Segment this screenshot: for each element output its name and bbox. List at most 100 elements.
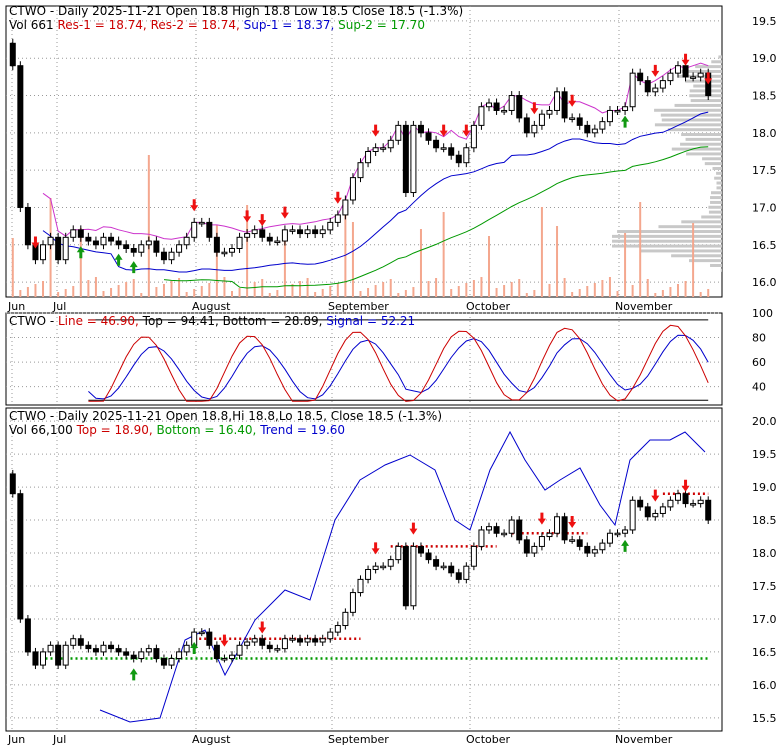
volume-bar bbox=[510, 282, 513, 297]
x-label: September bbox=[328, 733, 389, 745]
candle-body bbox=[221, 251, 228, 255]
candle-body bbox=[236, 644, 243, 656]
volume-bar bbox=[692, 223, 695, 297]
candle-body bbox=[55, 644, 62, 666]
candle-body bbox=[183, 644, 190, 653]
profile-bar bbox=[674, 103, 722, 107]
candle-body bbox=[538, 113, 545, 126]
candle-body bbox=[493, 526, 500, 534]
candle-body bbox=[637, 72, 644, 82]
candle-body bbox=[130, 654, 137, 659]
candle-body bbox=[690, 503, 697, 506]
candle-body bbox=[281, 638, 288, 650]
y-tick-label: 18.5 bbox=[752, 514, 777, 527]
volume-bar bbox=[540, 207, 543, 297]
volume-bar bbox=[367, 288, 370, 297]
candle-body bbox=[77, 638, 84, 646]
legend-entry: Bottom = 28.89, bbox=[223, 314, 327, 328]
candle-body bbox=[228, 654, 235, 659]
candle-body bbox=[47, 644, 54, 653]
volume-bar bbox=[268, 293, 271, 297]
profile-bar bbox=[711, 191, 722, 195]
volume-bar bbox=[42, 281, 45, 297]
support-1-line bbox=[42, 111, 709, 273]
volume-bar bbox=[291, 284, 294, 297]
volume-bar bbox=[495, 288, 498, 297]
trend-panel-frame bbox=[5, 407, 723, 732]
candle-body bbox=[659, 80, 666, 89]
candle-body bbox=[92, 240, 99, 246]
y-tick-label: 80 bbox=[752, 332, 766, 345]
volume-bar bbox=[488, 236, 491, 297]
candle-body bbox=[463, 147, 470, 164]
volume-bar bbox=[586, 286, 589, 297]
profile-bar bbox=[716, 186, 722, 190]
candle-body bbox=[349, 592, 356, 613]
candle-body bbox=[697, 499, 704, 505]
profile-bar bbox=[714, 176, 722, 180]
volume-bar bbox=[200, 286, 203, 297]
profile-bar bbox=[654, 123, 722, 127]
y-tick-label: 60 bbox=[752, 356, 766, 369]
x-label: Jul bbox=[52, 300, 66, 313]
trend-lines bbox=[35, 430, 709, 723]
price-candles bbox=[9, 38, 712, 265]
support-resistance-lines bbox=[42, 62, 709, 289]
y-tick-label: 16.5 bbox=[752, 239, 777, 252]
candle-body bbox=[297, 638, 304, 643]
volume-bar bbox=[389, 279, 392, 297]
x-label: November bbox=[615, 733, 673, 745]
candle-body bbox=[9, 473, 16, 495]
candle-body bbox=[206, 221, 213, 238]
profile-bar bbox=[708, 205, 722, 209]
volume-bar bbox=[193, 289, 196, 297]
profile-bar bbox=[701, 215, 722, 219]
candle-body bbox=[123, 651, 130, 656]
candle-body bbox=[470, 124, 477, 149]
candle-body bbox=[372, 565, 379, 571]
candle-body bbox=[145, 240, 152, 246]
candle-body bbox=[24, 206, 31, 246]
sell-arrow-icon bbox=[258, 214, 267, 227]
y-tick-label: 15.5 bbox=[752, 712, 777, 725]
sell-arrow-icon bbox=[333, 191, 342, 204]
profile-bar bbox=[716, 181, 722, 185]
candle-body bbox=[304, 229, 311, 235]
candle-body bbox=[281, 229, 288, 242]
legend-entry: Vol 66,100 bbox=[9, 423, 77, 437]
sell-arrow-icon bbox=[704, 72, 713, 85]
buy-arrow-icon bbox=[190, 642, 199, 655]
volume-bar bbox=[314, 292, 317, 297]
trend-candles bbox=[9, 469, 712, 670]
candle-body bbox=[100, 644, 107, 653]
volume-bar bbox=[480, 277, 483, 297]
candle-body bbox=[259, 229, 266, 238]
candle-body bbox=[591, 128, 598, 134]
volume-bar bbox=[457, 286, 460, 297]
oscillator-grid bbox=[6, 312, 722, 405]
candle-body bbox=[682, 493, 689, 505]
candle-body bbox=[380, 147, 387, 150]
candle-body bbox=[387, 559, 394, 567]
volume-bar bbox=[518, 279, 521, 297]
profile-bar bbox=[702, 157, 722, 161]
volume-bar bbox=[79, 228, 82, 297]
volume-bar bbox=[155, 287, 158, 297]
volume-bar bbox=[359, 291, 362, 297]
candle-body bbox=[516, 519, 523, 541]
profile-bar bbox=[708, 210, 722, 214]
volume-bar bbox=[238, 288, 241, 297]
profile-bar bbox=[640, 249, 722, 253]
candle-body bbox=[357, 578, 364, 594]
candle-body bbox=[591, 549, 598, 554]
volume-bar bbox=[707, 289, 710, 297]
volume-bar bbox=[676, 284, 679, 297]
volume-bar bbox=[631, 285, 634, 297]
candle-body bbox=[357, 162, 364, 179]
profile-bar bbox=[690, 99, 722, 103]
volume-bar bbox=[102, 291, 105, 297]
x-label: August bbox=[192, 733, 231, 745]
sell-arrow-icon bbox=[371, 542, 380, 555]
y-tick-label: 40 bbox=[752, 381, 766, 394]
y-tick-label: 18.5 bbox=[752, 90, 777, 103]
